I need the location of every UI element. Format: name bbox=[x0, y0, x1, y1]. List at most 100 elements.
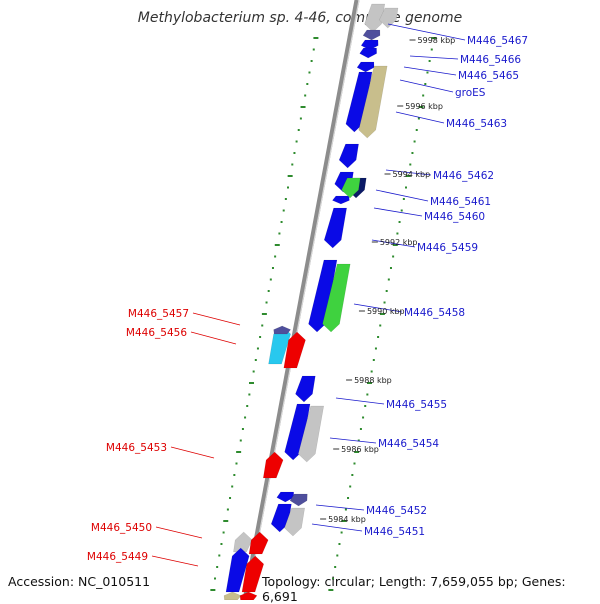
tick-dot-inner bbox=[233, 474, 236, 476]
tick-dot-outer bbox=[372, 359, 375, 361]
tick-dot-inner bbox=[265, 301, 268, 304]
tick-dot-outer bbox=[392, 255, 395, 258]
leader-forward bbox=[335, 397, 385, 405]
tick-dot-outer bbox=[336, 554, 339, 557]
tick-dot-outer bbox=[340, 531, 343, 534]
tick-dot-outer bbox=[347, 497, 350, 499]
gene-arrow bbox=[358, 65, 388, 139]
leader-reverse bbox=[192, 312, 241, 326]
tick-dot-inner bbox=[297, 129, 300, 131]
scale-label: 5998 kbp bbox=[418, 36, 456, 45]
gene-arrow bbox=[233, 531, 253, 553]
tick-dot-outer bbox=[415, 129, 418, 131]
tick-dot-outer bbox=[353, 462, 356, 465]
gene-arrow bbox=[284, 403, 311, 461]
tick-dot-rows bbox=[210, 37, 437, 591]
leader-forward bbox=[387, 23, 466, 41]
tick-dot-outer bbox=[338, 543, 341, 545]
tick-dot-inner bbox=[287, 186, 289, 189]
gene-label-forward[interactable]: M446_5461 bbox=[430, 196, 491, 208]
gene-label-forward[interactable]: groES bbox=[455, 87, 486, 99]
gene-arrow bbox=[297, 405, 325, 463]
gene-arrow bbox=[322, 263, 351, 333]
gene-label-forward[interactable]: M446_5455 bbox=[386, 399, 447, 411]
tick-dot-inner bbox=[236, 451, 242, 453]
gene-arrow bbox=[239, 591, 258, 600]
leader-forward bbox=[371, 239, 416, 248]
tick-dot-outer bbox=[334, 566, 337, 568]
gene-label-forward[interactable]: M446_5458 bbox=[404, 307, 465, 319]
gene-label-forward[interactable]: M446_5466 bbox=[460, 54, 521, 66]
tick-dot-outer bbox=[409, 163, 412, 166]
gene-label-reverse[interactable]: M446_5449 bbox=[87, 551, 148, 563]
gene-arrow bbox=[356, 61, 375, 73]
gene-label-reverse[interactable]: M446_5450 bbox=[91, 522, 152, 534]
gene-label-forward[interactable]: M446_5451 bbox=[364, 526, 425, 538]
tick-dot-outer bbox=[405, 175, 411, 177]
tick-dot-inner bbox=[291, 163, 294, 166]
tick-dot-outer bbox=[351, 474, 354, 476]
gene-label-forward[interactable]: M446_5463 bbox=[446, 118, 507, 130]
tick-dot-inner bbox=[312, 48, 315, 51]
leader-forward bbox=[353, 303, 403, 313]
gene-label-forward[interactable]: M446_5454 bbox=[378, 438, 439, 450]
tick-dot-inner bbox=[261, 324, 264, 327]
tick-dot-outer bbox=[405, 186, 407, 189]
label-leader-lines bbox=[151, 23, 466, 567]
leader-forward bbox=[311, 523, 363, 532]
leader-forward bbox=[373, 207, 423, 217]
tick-dot-outer bbox=[379, 313, 385, 315]
tick-dot-inner bbox=[282, 209, 285, 212]
gene-label-forward[interactable]: M446_5459 bbox=[417, 242, 478, 254]
gene-arrow bbox=[364, 3, 386, 33]
gene-arrow bbox=[223, 591, 242, 600]
scale-label: 5994 kbp bbox=[393, 170, 431, 179]
tick-dot-outer bbox=[379, 324, 382, 327]
gene-arrow bbox=[338, 143, 359, 169]
tick-dot-inner bbox=[252, 370, 255, 373]
tick-dot-inner bbox=[218, 554, 221, 557]
leader-reverse bbox=[155, 526, 203, 539]
gene-label-forward[interactable]: M446_5452 bbox=[366, 505, 427, 517]
tick-dot-inner bbox=[249, 382, 255, 384]
tick-dot-inner bbox=[269, 278, 272, 281]
tick-dot-outer bbox=[413, 140, 416, 143]
gene-arrow bbox=[332, 195, 350, 205]
gene-arrow bbox=[308, 259, 338, 333]
backbone-highlight bbox=[246, 0, 360, 600]
tick-dot-inner bbox=[267, 290, 270, 292]
tick-dot-inner bbox=[210, 589, 216, 591]
leader-reverse bbox=[190, 331, 237, 345]
scale-label: 5984 kbp bbox=[328, 515, 366, 524]
tick-dot-inner bbox=[216, 566, 219, 568]
tick-dot-outer bbox=[374, 347, 377, 350]
tick-dot-outer bbox=[396, 232, 399, 235]
tick-dot-inner bbox=[246, 405, 249, 407]
tick-dot-inner bbox=[284, 198, 287, 200]
tick-dot-outer bbox=[422, 94, 425, 97]
scale-label: 5986 kbp bbox=[341, 445, 379, 454]
gene-arrow bbox=[289, 493, 308, 507]
leader-reverse bbox=[151, 555, 199, 567]
tick-dot-outer bbox=[366, 393, 369, 396]
tick-dot-inner bbox=[280, 221, 283, 223]
gene-label-reverse[interactable]: M446_5457 bbox=[128, 308, 189, 320]
gene-label-forward[interactable]: M446_5462 bbox=[433, 170, 494, 182]
tick-dot-inner bbox=[310, 60, 313, 62]
gene-label-forward[interactable]: M446_5467 bbox=[467, 35, 528, 47]
tick-dot-inner bbox=[220, 543, 223, 545]
tick-dot-outer bbox=[362, 416, 365, 419]
gene-label-forward[interactable]: M446_5460 bbox=[424, 211, 485, 223]
gene-label-reverse[interactable]: M446_5456 bbox=[126, 327, 187, 339]
tick-dot-inner bbox=[300, 106, 306, 108]
tick-dot-outer bbox=[398, 221, 401, 223]
gene-label-reverse[interactable]: M446_5453 bbox=[106, 442, 167, 454]
backbone-line bbox=[242, 0, 360, 600]
leader-forward bbox=[375, 189, 429, 202]
leader-forward bbox=[399, 79, 454, 93]
tick-dot-outer bbox=[431, 37, 437, 39]
gene-label-forward[interactable]: M446_5465 bbox=[458, 70, 519, 82]
scale-label: 5988 kbp bbox=[354, 376, 392, 385]
tick-dot-outer bbox=[392, 244, 398, 246]
